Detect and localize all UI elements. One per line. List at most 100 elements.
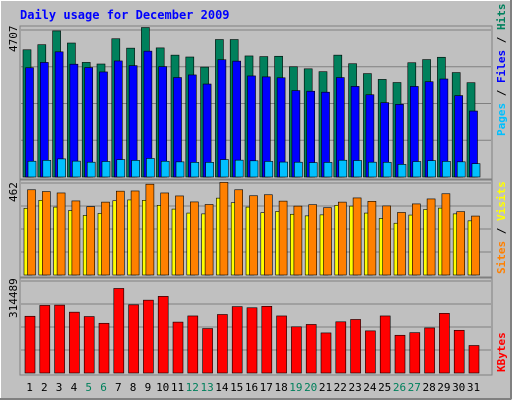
bar-pages-day-8 <box>131 160 140 178</box>
bar-sites-day-19-fill <box>293 205 303 276</box>
bar-pages-day-4 <box>72 160 81 178</box>
panel-visits-legend: Sites / Visits <box>495 181 508 274</box>
legend-visits-part-0: Sites <box>495 241 508 274</box>
bar-sites-day-21-fill <box>323 207 332 276</box>
bar-sites-day-25-fill <box>382 205 392 276</box>
x-tick-day-13: 13 <box>200 381 213 394</box>
x-tick-day-22: 22 <box>334 381 347 394</box>
bar-kbytes-day-1 <box>24 315 36 374</box>
bar-pages-day-12 <box>190 162 200 178</box>
x-tick-day-12: 12 <box>186 381 199 394</box>
bar-sites-day-1 <box>27 189 36 276</box>
x-tick-day-6: 6 <box>100 381 107 394</box>
bar-kbytes-day-9 <box>143 299 154 374</box>
bar-files-day-10-fill <box>158 66 167 178</box>
bar-files-day-1 <box>25 67 34 178</box>
bar-kbytes-day-24 <box>365 330 376 374</box>
bar-kbytes-day-25-fill <box>379 315 391 374</box>
bar-kbytes-day-17-fill <box>261 306 273 374</box>
bar-kbytes-day-6 <box>98 322 110 374</box>
bar-sites-day-2-fill <box>41 191 51 276</box>
bar-pages-day-19 <box>294 161 303 178</box>
bar-sites-day-3-fill <box>56 192 66 276</box>
panel-hits-legend: Pages / Files / Hits <box>495 4 508 137</box>
bar-pages-day-31 <box>471 163 481 178</box>
bar-files-day-2-fill <box>39 62 49 178</box>
legend-visits-part-2: Visits <box>495 181 508 221</box>
bar-kbytes-day-3 <box>54 304 65 374</box>
x-tick-day-10: 10 <box>156 381 169 394</box>
legend-hits-part-0: Pages <box>495 103 508 136</box>
bar-kbytes-day-14-fill <box>217 314 228 374</box>
bar-pages-day-25 <box>382 161 392 178</box>
bar-sites-day-17 <box>263 194 273 276</box>
bar-pages-day-1-fill <box>27 160 37 178</box>
x-tick-day-24: 24 <box>363 381 377 394</box>
bar-sites-day-26 <box>397 212 406 276</box>
bar-pages-day-14-fill <box>220 159 229 178</box>
bar-files-day-3-fill <box>54 51 64 178</box>
bar-pages-day-19-fill <box>294 161 303 178</box>
x-tick-day-26: 26 <box>393 381 406 394</box>
x-tick-day-17: 17 <box>260 381 273 394</box>
bar-sites-day-1-fill <box>27 189 36 276</box>
x-tick-day-30: 30 <box>452 381 465 394</box>
bar-files-day-1-fill <box>25 67 34 178</box>
bar-sites-day-28 <box>426 198 436 276</box>
bar-sites-day-2 <box>41 191 51 276</box>
bar-kbytes-day-13 <box>202 328 213 374</box>
bar-pages-day-1 <box>27 160 37 178</box>
x-tick-day-4: 4 <box>71 381 78 394</box>
bar-kbytes-day-10 <box>157 296 169 374</box>
bar-pages-day-8-fill <box>131 160 140 178</box>
bar-kbytes-day-22-fill <box>335 321 347 374</box>
bar-pages-day-20-fill <box>308 162 318 178</box>
bar-pages-day-11 <box>175 161 185 178</box>
bar-kbytes-day-18 <box>276 315 287 374</box>
bar-sites-day-30 <box>456 211 466 276</box>
bar-sites-day-8 <box>130 190 140 276</box>
panel-visits-ymax-label: 462 <box>7 182 20 202</box>
bar-sites-day-15-fill <box>234 189 243 276</box>
x-tick-day-20: 20 <box>304 381 317 394</box>
bar-pages-day-18-fill <box>279 161 288 178</box>
x-tick-day-28: 28 <box>422 381 435 394</box>
bar-sites-day-7-fill <box>116 190 125 276</box>
bar-kbytes-day-8 <box>128 304 139 374</box>
bar-kbytes-day-22 <box>335 321 347 374</box>
bar-sites-day-29-fill <box>441 193 451 276</box>
bar-kbytes-day-28 <box>424 327 435 374</box>
bar-sites-day-13-fill <box>204 204 214 276</box>
x-tick-day-3: 3 <box>56 381 63 394</box>
bar-kbytes-day-15-fill <box>231 306 243 374</box>
x-tick-day-11: 11 <box>171 381 184 394</box>
bar-pages-day-27 <box>412 161 422 178</box>
bar-files-day-2 <box>39 62 49 178</box>
x-tick-day-2: 2 <box>41 381 48 394</box>
x-tick-day-31: 31 <box>467 381 480 394</box>
bar-kbytes-day-16 <box>246 307 258 374</box>
x-tick-day-23: 23 <box>348 381 361 394</box>
bar-sites-day-5 <box>86 206 95 276</box>
bar-sites-day-12 <box>190 201 199 276</box>
bar-sites-day-16-fill <box>249 195 258 276</box>
bar-kbytes-day-26 <box>394 334 406 374</box>
bar-kbytes-day-12 <box>187 315 199 374</box>
bar-pages-day-20 <box>308 162 318 178</box>
bar-pages-day-22-fill <box>338 159 348 178</box>
bar-pages-day-2-fill <box>42 160 52 178</box>
bar-kbytes-day-14 <box>217 314 228 374</box>
bar-pages-day-7 <box>116 159 126 178</box>
bar-sites-day-20-fill <box>308 204 318 276</box>
bar-sites-day-17-fill <box>263 194 273 276</box>
bar-sites-day-3 <box>56 192 66 276</box>
bar-sites-day-14 <box>219 182 229 276</box>
bar-pages-day-6 <box>101 161 111 178</box>
bar-pages-day-10 <box>160 160 170 178</box>
bar-files-day-9 <box>143 50 153 178</box>
bar-sites-day-26-fill <box>397 212 406 276</box>
legend-hits-part-2: Files <box>495 50 508 83</box>
bar-kbytes-day-27-fill <box>409 332 421 374</box>
bar-sites-day-23-fill <box>352 197 362 276</box>
bar-pages-day-29-fill <box>442 161 451 178</box>
